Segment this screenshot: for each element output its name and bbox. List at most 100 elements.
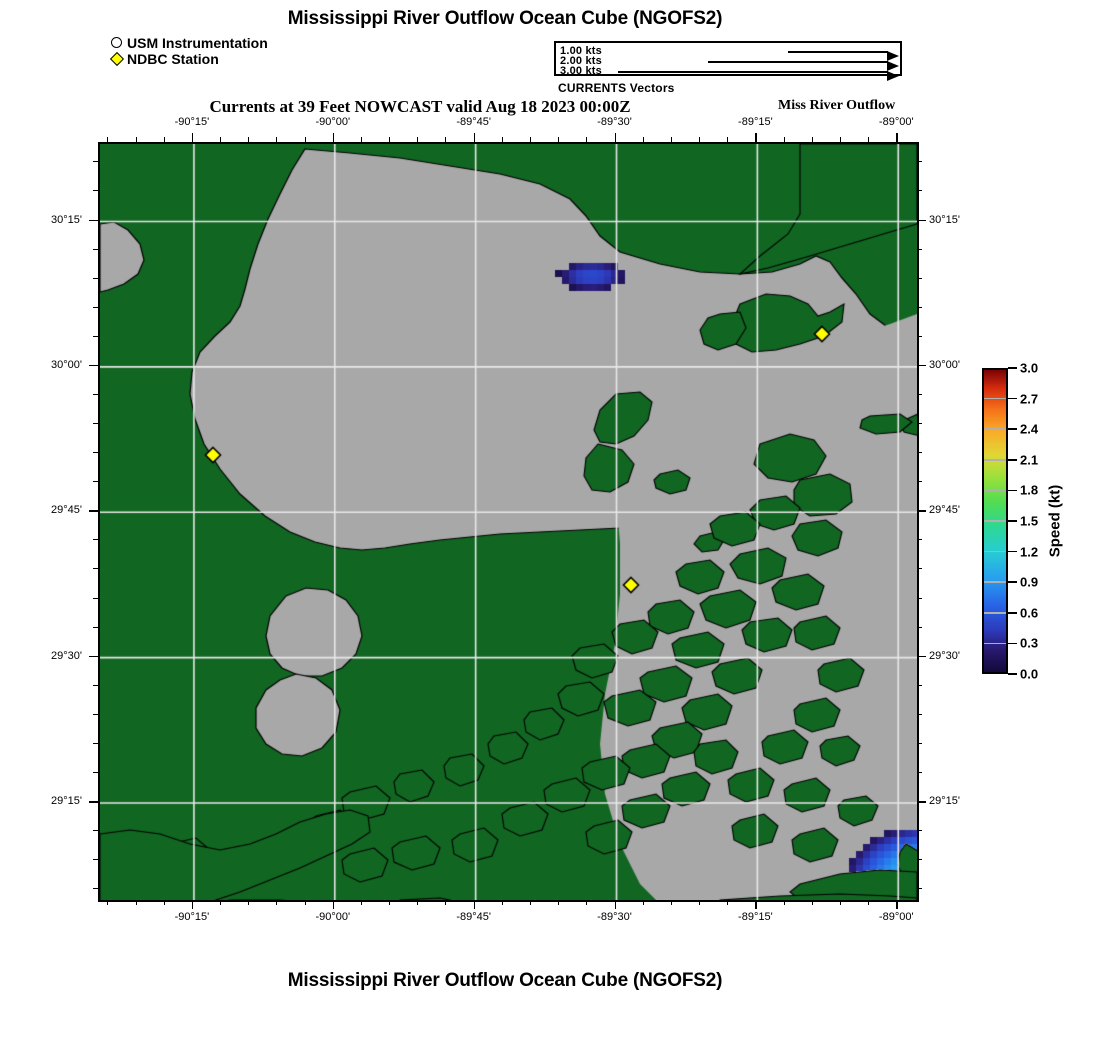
lat-minor-tick (917, 771, 922, 773)
lat-axis-label: 30°00' (929, 358, 960, 371)
lon-minor-tick (727, 137, 729, 142)
lon-axis-label: -89°15' (738, 911, 773, 923)
lat-minor-tick (93, 568, 98, 570)
vector-scale-caption: CURRENTS Vectors (558, 81, 675, 95)
lat-axis-label: 29°45' (51, 504, 82, 517)
lon-minor-tick (107, 900, 109, 905)
vector-scale-label-3: 3.00 kts (560, 65, 602, 77)
lat-minor-tick (93, 306, 98, 308)
colorbar-gridline (984, 550, 1006, 553)
lon-axis-label: -90°00' (315, 911, 351, 923)
lon-minor-tick (417, 137, 419, 142)
lat-minor-tick (917, 597, 922, 599)
lon-minor-tick (445, 137, 447, 142)
lat-minor-tick (917, 161, 922, 163)
lon-axis-label: -89°00' (878, 911, 914, 923)
lon-minor-tick (529, 137, 531, 142)
colorbar-gridline (984, 459, 1006, 461)
circle-marker-icon (110, 36, 127, 51)
legend-item-ndbc: NDBC Station (109, 52, 268, 67)
colorbar-gridline (984, 520, 1006, 522)
lon-minor-tick (642, 900, 644, 905)
vector-scale-arrow-2 (708, 60, 899, 71)
lat-minor-tick (93, 481, 98, 483)
lon-minor-tick (389, 137, 391, 142)
lat-major-tick (89, 219, 98, 222)
colorbar-gridline (984, 581, 1006, 583)
colorbar-tick-label: 2.7 (1020, 391, 1039, 407)
lat-minor-tick (93, 539, 98, 541)
colorbar-tick-label: 0.6 (1020, 605, 1039, 621)
lon-major-tick (473, 133, 476, 142)
lat-axis-label: 30°15' (929, 213, 960, 226)
lon-major-tick (614, 900, 616, 909)
lon-minor-tick (670, 137, 672, 142)
lon-minor-tick (501, 900, 503, 905)
lon-minor-tick (783, 900, 785, 905)
lon-axis-label: -89°00' (878, 116, 914, 128)
colorbar-gridline (984, 642, 1006, 645)
lon-minor-tick (501, 137, 503, 142)
lon-minor-tick (586, 900, 588, 905)
vector-scale-row-2: 2.00 kts (556, 55, 900, 71)
vector-scale-box: 1.00 kts 2.00 kts 3.00 kts (554, 41, 902, 81)
lon-minor-tick (670, 900, 672, 905)
lat-minor-tick (917, 277, 922, 279)
lon-minor-tick (642, 137, 644, 142)
lon-major-tick (191, 900, 194, 909)
lon-minor-tick (360, 900, 362, 905)
lon-minor-tick (586, 137, 588, 142)
lat-major-tick (89, 510, 98, 512)
lon-minor-tick (699, 137, 701, 142)
lon-axis-label: -90°15' (174, 911, 210, 923)
lon-major-tick (896, 133, 898, 142)
lon-axis-label: -89°30' (597, 911, 632, 923)
lat-minor-tick (917, 626, 922, 628)
lat-minor-tick (917, 888, 922, 890)
bottom-caption: Mississippi River Outflow Ocean Cube (NG… (287, 970, 723, 991)
lon-axis-label: -90°15' (174, 116, 210, 128)
lat-axis-label: 29°45' (929, 504, 960, 517)
lat-minor-tick (917, 452, 922, 454)
lat-minor-tick (917, 423, 922, 425)
lon-minor-tick (135, 137, 137, 142)
colorbar-tick-label: 1.8 (1020, 482, 1039, 498)
lat-minor-tick (917, 742, 922, 744)
lon-axis-label: -89°30' (597, 116, 632, 128)
map-canvas[interactable] (100, 144, 917, 900)
lat-axis-label: 29°30' (929, 649, 960, 662)
vector-scale-row-3: 3.00 kts (556, 65, 900, 81)
lat-axis-label: 30°00' (51, 358, 82, 371)
station-legend: USM Instrumentation NDBC Station (109, 36, 268, 68)
lat-minor-tick (93, 161, 98, 163)
lon-minor-tick (839, 137, 841, 142)
lat-minor-tick (917, 830, 922, 832)
lon-minor-tick (727, 900, 729, 905)
colorbar-tick-label: 1.5 (1020, 513, 1039, 529)
lon-minor-tick (558, 137, 560, 142)
lat-minor-tick (93, 684, 98, 686)
lon-minor-tick (220, 900, 222, 905)
lon-axis-label: -89°15' (738, 116, 773, 128)
lon-minor-tick (220, 137, 222, 142)
colorbar-tick (1008, 367, 1017, 369)
lat-minor-tick (93, 277, 98, 279)
colorbar-tick (1008, 459, 1017, 461)
lat-minor-tick (93, 423, 98, 425)
legend-item-usm: USM Instrumentation (110, 36, 268, 51)
lat-minor-tick (93, 713, 98, 715)
map-plot-area[interactable] (98, 142, 919, 902)
lat-minor-tick (917, 393, 922, 395)
subtitle-row: Currents at 39 Feet NOWCAST valid Aug 18… (0, 97, 1010, 117)
lat-major-tick (917, 364, 926, 367)
lat-minor-tick (917, 539, 922, 541)
lat-axis-label: 30°15' (51, 213, 82, 226)
lat-minor-tick (917, 713, 922, 715)
colorbar-tick-label: 2.4 (1020, 421, 1039, 437)
lon-minor-tick (868, 900, 870, 905)
lon-major-tick (332, 900, 335, 909)
lat-minor-tick (93, 742, 98, 744)
lon-minor-tick (304, 900, 306, 905)
colorbar-tick (1008, 550, 1017, 553)
lon-axis-label: -89°45' (456, 116, 491, 128)
